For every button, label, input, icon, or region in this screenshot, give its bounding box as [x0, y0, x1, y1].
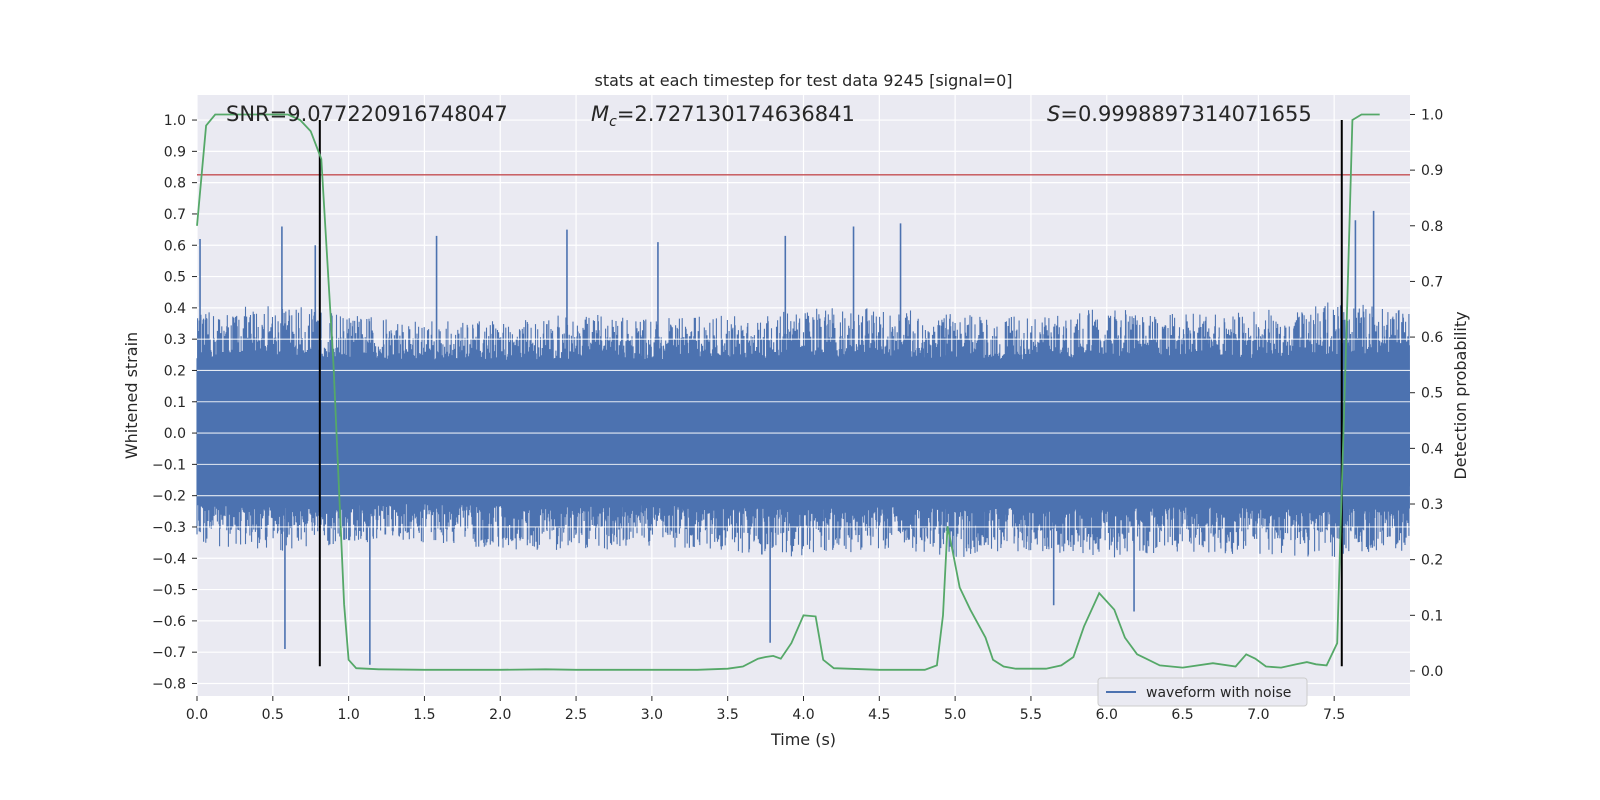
x-tick-label: 6.5	[1171, 707, 1193, 723]
reference-lines	[197, 120, 1410, 667]
x-tick-label: 7.5	[1323, 707, 1345, 723]
y2-tick-label: 0.0	[1421, 664, 1443, 680]
y2-tick-label: 0.7	[1421, 274, 1443, 290]
x-tick-label: 3.0	[641, 707, 663, 723]
x-tick-label: 4.5	[868, 707, 890, 723]
y2-tick-label: 0.1	[1421, 608, 1443, 624]
y-tick-label: 0.0	[164, 426, 186, 442]
x-tick-label: 3.5	[717, 707, 739, 723]
mc-subscript: c	[609, 114, 617, 130]
s-annotation: S=0.9998897314071655	[1047, 102, 1312, 126]
y2-tick-label: 0.9	[1421, 163, 1443, 179]
y2-tick-label: 0.4	[1421, 441, 1443, 457]
probability-series	[196, 113, 1380, 671]
legend-box	[1097, 677, 1308, 707]
y-tick-label: −0.8	[152, 676, 186, 692]
x-tick-label: 5.5	[1020, 707, 1042, 723]
x-tick-label: 2.0	[489, 707, 511, 723]
y2-tick-label: 1.0	[1421, 107, 1443, 123]
y-tick-label: −0.7	[152, 645, 186, 661]
y2-tick-label: 0.8	[1421, 219, 1443, 235]
y-tick-label: 0.1	[164, 395, 186, 411]
mc-value: =2.727130174636841	[617, 102, 855, 126]
y-tick-label: 0.3	[164, 332, 186, 348]
x-tick-label: 5.0	[944, 707, 966, 723]
y-tick-label: 0.7	[164, 207, 186, 223]
s-value: =0.9998897314071655	[1060, 102, 1311, 126]
x-tick-label: 2.5	[565, 707, 587, 723]
x-tick-label: 1.0	[337, 707, 359, 723]
legend: waveform with noise	[1097, 677, 1308, 707]
y-tick-label: 1.0	[164, 113, 186, 129]
y-tick-label: 0.2	[164, 363, 186, 379]
y-tick-label: −0.6	[152, 614, 186, 630]
waveform-series	[196, 210, 1410, 665]
probability-line	[196, 113, 1380, 671]
y-tick-label: −0.3	[152, 520, 186, 536]
chirp-mass-annotation: Mc=2.727130174636841	[591, 102, 855, 130]
waveform-noise-line	[196, 302, 1410, 558]
y2-tick-label: 0.6	[1421, 330, 1443, 346]
y-tick-label: 0.5	[164, 270, 186, 286]
x-tick-label: 0.0	[186, 707, 208, 723]
y-tick-label: −0.4	[152, 551, 186, 567]
legend-entry: waveform with noise	[1146, 685, 1291, 701]
axes: 0.0 0.5 1.0 1.5 2.0 2.5 3.0 3.5 4.0 4.5 5.0 5.5 6.0 6…	[152, 107, 1443, 723]
chart-title: stats at each timestep for test data 924…	[594, 71, 1012, 90]
x-tick-label: 6.0	[1096, 707, 1118, 723]
y-tick-label: 0.4	[164, 301, 186, 317]
y-tick-label: 0.8	[164, 176, 186, 192]
y-tick-label: −0.5	[152, 583, 186, 599]
y-tick-label: −0.1	[152, 457, 186, 473]
y2-tick-label: 0.2	[1421, 553, 1443, 569]
x-tick-label: 1.5	[413, 707, 435, 723]
y-tick-label: 0.9	[164, 144, 186, 160]
y2-tick-label: 0.5	[1421, 386, 1443, 402]
x-tick-label: 0.5	[262, 707, 284, 723]
y-axis-label: Whitened strain	[122, 332, 141, 459]
x-tick-label: 7.0	[1247, 707, 1269, 723]
x-tick-label: 4.0	[792, 707, 814, 723]
y2-tick-label: 0.3	[1421, 497, 1443, 513]
y2-axis-label: Detection probability	[1451, 311, 1470, 479]
s-symbol: S	[1047, 102, 1060, 126]
snr-annotation: SNR=9.077220916748047	[226, 102, 508, 126]
y-tick-label: 0.6	[164, 238, 186, 254]
x-axis-label: Time (s)	[770, 730, 836, 749]
mc-symbol: M	[591, 102, 609, 126]
y-tick-label: −0.2	[152, 489, 186, 505]
